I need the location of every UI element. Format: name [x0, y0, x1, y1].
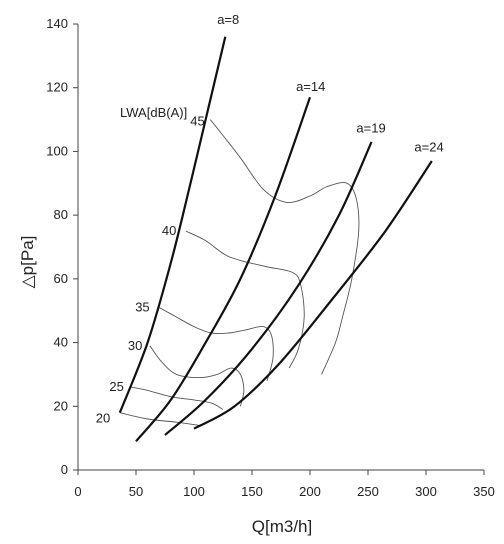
sound-level-title: LWA[dB(A)]	[120, 105, 187, 120]
fan-curves: a=8 a=14 a=19 a=24	[118, 12, 444, 443]
sound-level-curve-20	[119, 412, 200, 426]
y-tick-labels: 0 20 40 60 80 100 120 140	[46, 16, 78, 477]
x-tick-label: 350	[473, 484, 495, 499]
x-tick-label: 150	[241, 484, 263, 499]
x-tick-labels: 0 50 100 150 200 250 300 350	[74, 470, 495, 499]
sound-level-label-25: 25	[109, 379, 123, 394]
y-tick-label: 80	[54, 207, 68, 222]
fan-curve-label-a-24: a=24	[414, 139, 443, 154]
y-tick-label: 120	[46, 80, 68, 95]
y-tick-label: 20	[54, 398, 68, 413]
fan-curve-label-a-8: a=8	[217, 12, 239, 27]
sound-level-label-20: 20	[96, 411, 110, 426]
sound-level-curve-45	[209, 119, 360, 375]
sound-level-curve-25	[131, 386, 224, 410]
y-tick-label: 60	[54, 271, 68, 286]
x-axis-label: Q[m3/h]	[252, 517, 312, 536]
sound-level-curve-35	[158, 307, 274, 381]
sound-level-curves: 45 40 35 30 25 20	[96, 114, 360, 426]
sound-level-curve-40	[185, 230, 305, 369]
fan-curve-a-14	[135, 96, 312, 443]
x-tick-label: 300	[415, 484, 437, 499]
sound-level-label-35: 35	[135, 300, 149, 315]
x-tick-label: 0	[74, 484, 81, 499]
fan-curve-label-a-14: a=14	[296, 79, 325, 94]
y-tick-label: 40	[54, 335, 68, 350]
y-tick-label: 100	[46, 143, 68, 158]
x-tick-label: 250	[357, 484, 379, 499]
fan-curve-label-a-19: a=19	[356, 120, 385, 135]
fan-curve-a-24	[193, 160, 433, 430]
sound-level-label-30: 30	[128, 338, 142, 353]
sound-level-curve-30	[149, 345, 245, 407]
x-tick-label: 100	[183, 484, 205, 499]
x-tick-label: 50	[129, 484, 143, 499]
fan-curve-a-8	[118, 36, 227, 414]
y-axis-label: △p[Pa]	[18, 236, 37, 289]
axes	[77, 24, 484, 471]
fan-curve-a-19	[164, 141, 373, 436]
y-tick-label: 140	[46, 16, 68, 31]
sound-level-label-45: 45	[190, 114, 204, 129]
sound-level-label-40: 40	[162, 223, 176, 238]
x-tick-label: 200	[299, 484, 321, 499]
y-tick-label: 0	[61, 462, 68, 477]
